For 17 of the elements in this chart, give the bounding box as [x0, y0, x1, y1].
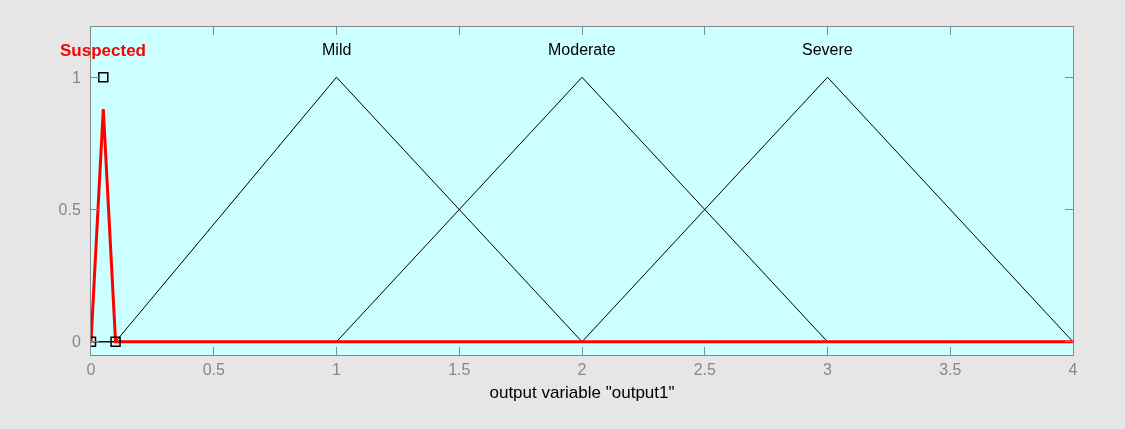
x-tick-label: 0: [86, 361, 96, 379]
x-tick-label: 3: [823, 361, 833, 379]
x-axis-title: output variable "output1": [489, 382, 675, 402]
x-tick-label: 1: [332, 361, 342, 379]
y-tick-label: 0.5: [58, 201, 81, 219]
x-tick-label: 1.5: [448, 361, 471, 379]
x-tick-label: 4: [1068, 361, 1078, 379]
y-tick-label: 1: [71, 68, 81, 86]
y-tick-label: 0: [71, 333, 81, 351]
series-label: Severe: [802, 41, 853, 58]
series-label: Mild: [322, 41, 352, 58]
text: Suspected: [60, 41, 146, 60]
x-tick-label: 3.5: [939, 361, 962, 379]
x-tick-label: 2.5: [693, 361, 716, 379]
x-tick-label: 2: [577, 361, 587, 379]
series-label: Moderate: [548, 41, 616, 58]
x-tick-label: 0.5: [202, 361, 225, 379]
